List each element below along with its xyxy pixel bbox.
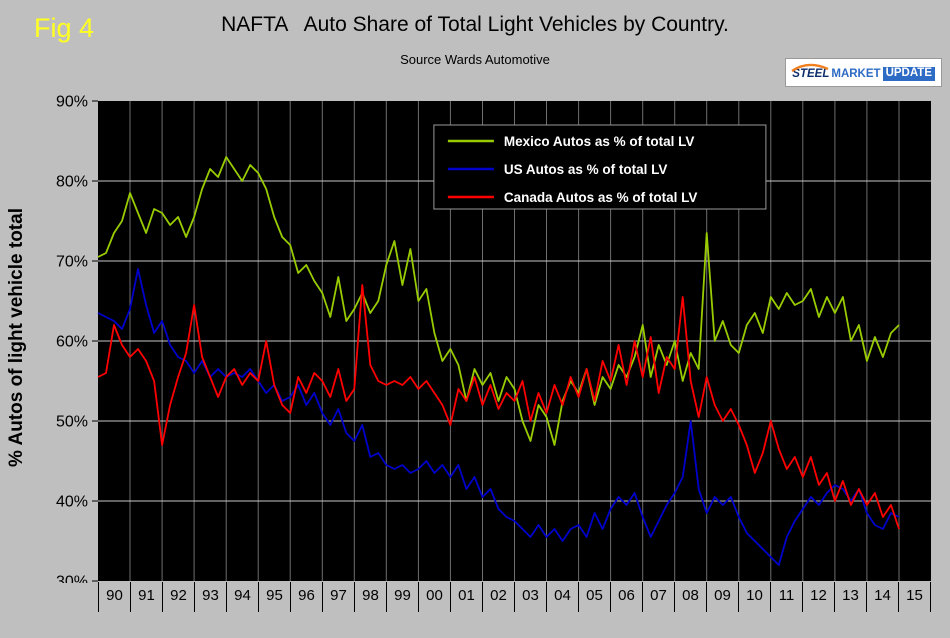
y-tick-label: 50% — [56, 414, 88, 431]
legend-label-1: US Autos as % of total LV — [504, 162, 668, 177]
x-axis-year-label: 13 — [835, 582, 867, 612]
y-axis-title: % Autos of light vehicle total — [6, 208, 27, 468]
x-axis-year-label: 92 — [163, 582, 195, 612]
series-line-0 — [97, 156, 900, 446]
x-axis-year-label: 96 — [291, 582, 323, 612]
logo-market-text: MARKET — [831, 68, 881, 80]
x-axis-year-label: 11 — [771, 582, 803, 612]
logo-steel-text: STEEL — [791, 63, 829, 81]
x-axis-year-label: 02 — [483, 582, 515, 612]
x-axis-year-label: 10 — [739, 582, 771, 612]
logo-update-text: UPDATE — [882, 67, 935, 81]
chart-region: % Autos of light vehicle total 30% 40% 50%… — [0, 95, 950, 638]
x-axis-year-label: 07 — [643, 582, 675, 612]
y-tick-label: 40% — [56, 494, 88, 511]
legend-label-2: Canada Autos as % of total LV — [504, 190, 698, 205]
line-chart-plot: 30% 40% 50% 60% 70% 80% 90% Mexico Autos as % o… — [56, 95, 931, 584]
chart-subtitle: Source Wards Automotive — [400, 52, 550, 67]
x-axis-year-label: 93 — [195, 582, 227, 612]
x-axis-year-label: 15 — [899, 582, 931, 612]
x-axis-year-label: 94 — [227, 582, 259, 612]
x-axis-year-label: 06 — [611, 582, 643, 612]
x-axis-year-label: 12 — [803, 582, 835, 612]
x-axis-year-label: 99 — [387, 582, 419, 612]
x-axis-year-label: 90 — [98, 582, 131, 612]
legend-label-0: Mexico Autos as % of total LV — [504, 134, 695, 149]
x-axis-year-label: 95 — [259, 582, 291, 612]
x-axis-year-label: 00 — [419, 582, 451, 612]
legend-box — [433, 124, 767, 210]
series-line-1 — [97, 268, 900, 566]
x-axis-labels-row: 90 91 92 93 94 95 96 97 98 99 00 01 02 03 04 05 06 07 08 09… — [98, 582, 931, 612]
x-axis-year-label: 97 — [323, 582, 355, 612]
figure-number-label: Fig 4 — [34, 13, 95, 43]
series-line-2 — [97, 284, 900, 530]
x-axis-year-label: 01 — [451, 582, 483, 612]
y-tick-label: 30% — [56, 574, 88, 584]
y-tick-label: 80% — [56, 174, 88, 191]
x-axis-year-label: 04 — [547, 582, 579, 612]
steel-market-update-logo: STEEL MARKET UPDATE — [785, 58, 942, 87]
x-axis-year-label: 08 — [675, 582, 707, 612]
x-axis-year-label: 14 — [867, 582, 899, 612]
x-axis-year-label: 05 — [579, 582, 611, 612]
x-axis-year-label: 09 — [707, 582, 739, 612]
x-axis-year-label: 03 — [515, 582, 547, 612]
y-tick-label: 90% — [56, 95, 88, 111]
x-axis-year-label: 98 — [355, 582, 387, 612]
y-tick-label: 70% — [56, 254, 88, 271]
y-tick-label: 60% — [56, 334, 88, 351]
chart-title: NAFTA Auto Share of Total Light Vehicles… — [221, 13, 729, 36]
x-axis-year-label: 91 — [131, 582, 163, 612]
